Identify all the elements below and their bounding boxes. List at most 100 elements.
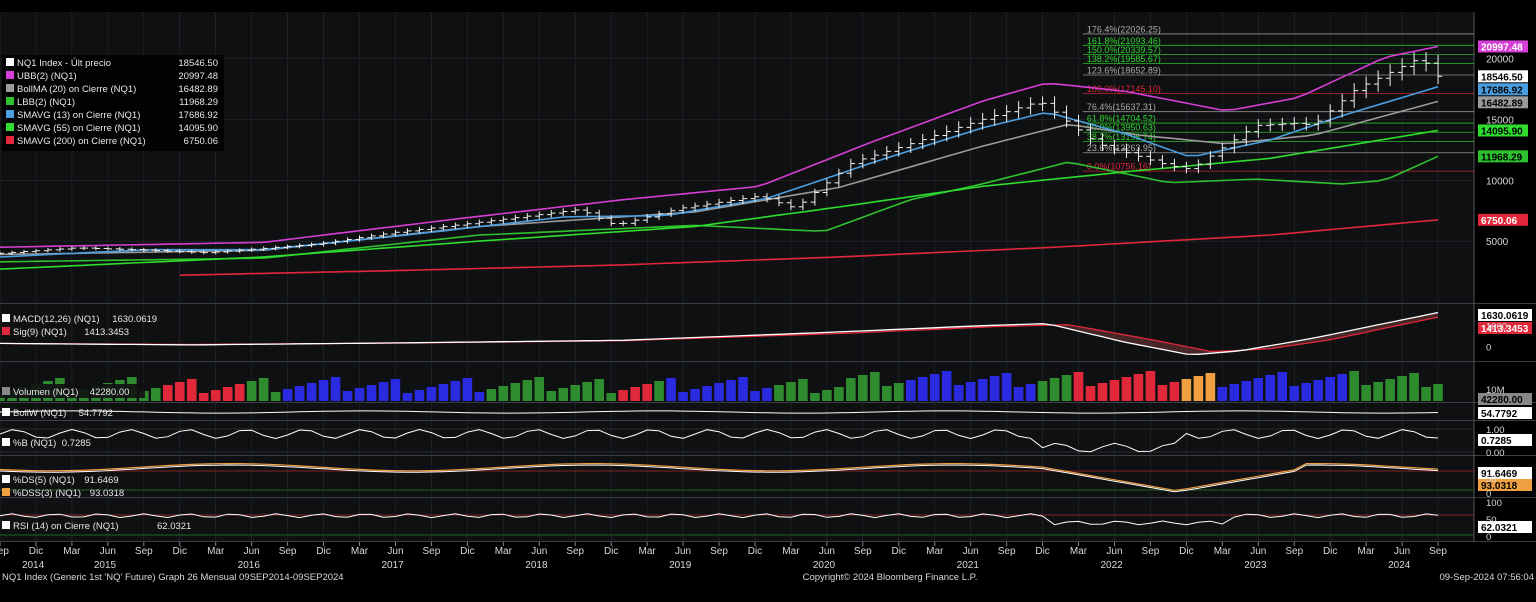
rsi-panel-background — [0, 498, 1474, 541]
x-month-label: Sep — [423, 546, 441, 557]
legend-label: SMAVG (13) on Cierre (NQ1) — [17, 110, 140, 121]
volume-legend-bg — [0, 384, 145, 398]
volume-bar — [498, 386, 509, 401]
x-month-label: Mar — [1358, 546, 1376, 557]
volume-bar — [534, 377, 545, 401]
y-tick-label: 20000 — [1486, 55, 1514, 66]
x-month-label: Mar — [639, 546, 657, 557]
volume-bar — [1049, 378, 1060, 401]
value-tag — [1478, 213, 1528, 226]
volume-bar — [1229, 384, 1240, 401]
volume-bar — [282, 389, 293, 401]
volume-bar — [929, 374, 940, 401]
volume-bar — [846, 378, 856, 401]
y-tick-label: 15000 — [1486, 115, 1514, 126]
x-month-label: Dic — [1323, 546, 1337, 557]
x-month-label: Sep — [1285, 546, 1303, 557]
volume-bar — [294, 386, 305, 401]
volume-bar — [366, 385, 377, 401]
x-month-label: Mar — [351, 546, 369, 557]
stoch-legend-value: 93.0318 — [90, 488, 124, 499]
volume-bar — [630, 387, 640, 401]
x-axis-background — [0, 542, 1536, 588]
volume-bar — [905, 380, 916, 401]
macd-value-tag — [1478, 309, 1532, 321]
volume-bar — [642, 384, 652, 401]
volume-bar — [390, 379, 401, 401]
volume-bar — [774, 385, 784, 401]
x-month-label: Jun — [1250, 546, 1266, 557]
volume-bar — [510, 383, 521, 401]
x-year-label: 2024 — [1388, 560, 1411, 571]
volume-bar — [1337, 374, 1347, 401]
volume-bar — [402, 393, 413, 401]
x-month-label: Dic — [748, 546, 762, 557]
bloomberg-chart: 176.4%(22026.25) 161.8%(21093.46)150.0%(2… — [0, 12, 1536, 602]
x-month-label: Mar — [207, 546, 225, 557]
price-panel-background — [0, 12, 1474, 303]
volume-bar — [318, 380, 329, 401]
volume-value-tag-label: 42280.00 — [1481, 395, 1523, 406]
volume-bar — [989, 376, 1000, 401]
macd-legend-swatch — [2, 327, 10, 335]
volume-bar — [1277, 372, 1288, 401]
volume-bar — [870, 372, 880, 401]
volume-bar — [738, 377, 748, 401]
volume-bar — [210, 390, 221, 401]
legend-swatch — [6, 110, 14, 118]
volume-bar — [917, 377, 928, 401]
x-year-label: 2020 — [813, 560, 836, 571]
volume-bar — [965, 382, 976, 401]
volume-bar — [186, 379, 197, 401]
volume-bar — [1409, 373, 1419, 401]
fib-level-label: 100.0%(17145.10) — [1087, 84, 1161, 94]
footer-center: Copyright© 2024 Bloomberg Finance L.P. — [803, 572, 978, 583]
volume-bar — [594, 379, 604, 401]
value-tag — [1478, 70, 1528, 83]
macd-legend-swatch — [2, 314, 10, 322]
volume-bar — [654, 381, 664, 401]
rsi-axis-label: 50 — [1486, 515, 1497, 526]
x-month-label: Dic — [29, 546, 43, 557]
volume-panel-background — [0, 362, 1474, 402]
volume-bar — [1025, 384, 1036, 401]
fib-level-label: 23.6%(12263.95) — [1087, 143, 1156, 153]
volume-bar — [426, 387, 437, 401]
volume-bar — [1001, 373, 1012, 401]
stoch-axis-label: 0 — [1486, 489, 1491, 500]
volume-bar — [270, 392, 281, 401]
x-month-label: Jun — [1394, 546, 1410, 557]
footer-background — [0, 588, 1536, 602]
stoch-legend-label: %DS(5) (NQ1) — [13, 475, 75, 486]
volume-bar — [1061, 375, 1072, 401]
legend-swatch — [6, 123, 14, 131]
x-month-label: Sep — [279, 546, 297, 557]
stoch-axis-label: 50 — [1486, 474, 1497, 485]
volume-bar — [750, 391, 760, 401]
fib-level-label: 123.6%(18652.89) — [1087, 65, 1161, 75]
top-black-bar — [0, 0, 1536, 12]
volume-bar — [977, 379, 988, 401]
macd-line — [0, 311, 1439, 355]
pctb-axis-label: 0.00 — [1486, 448, 1505, 459]
x-month-label: Jun — [100, 546, 116, 557]
x-month-label: Sep — [1142, 546, 1160, 557]
x-month-label: Jun — [531, 546, 547, 557]
volume-bar — [1265, 375, 1276, 401]
y-tick-label: 5000 — [1486, 237, 1509, 248]
volume-bar — [558, 388, 569, 401]
value-tag — [1478, 40, 1528, 53]
x-year-label: 2017 — [381, 560, 404, 571]
x-month-label: Dic — [892, 546, 906, 557]
volume-legend-value: 42280.00 — [90, 387, 130, 398]
x-month-label: Jun — [675, 546, 691, 557]
x-month-label: Sep — [135, 546, 153, 557]
volume-bar — [246, 381, 257, 401]
volume-bar — [678, 392, 688, 401]
legend-value: 14095.90 — [178, 123, 218, 134]
fib-level-label: 176.4%(22026.25) — [1087, 24, 1161, 34]
macd-legend-label: Sig(9) (NQ1) — [13, 327, 67, 338]
volume-bar — [858, 375, 868, 401]
volume-bar — [822, 390, 832, 401]
volume-bar — [893, 383, 904, 401]
